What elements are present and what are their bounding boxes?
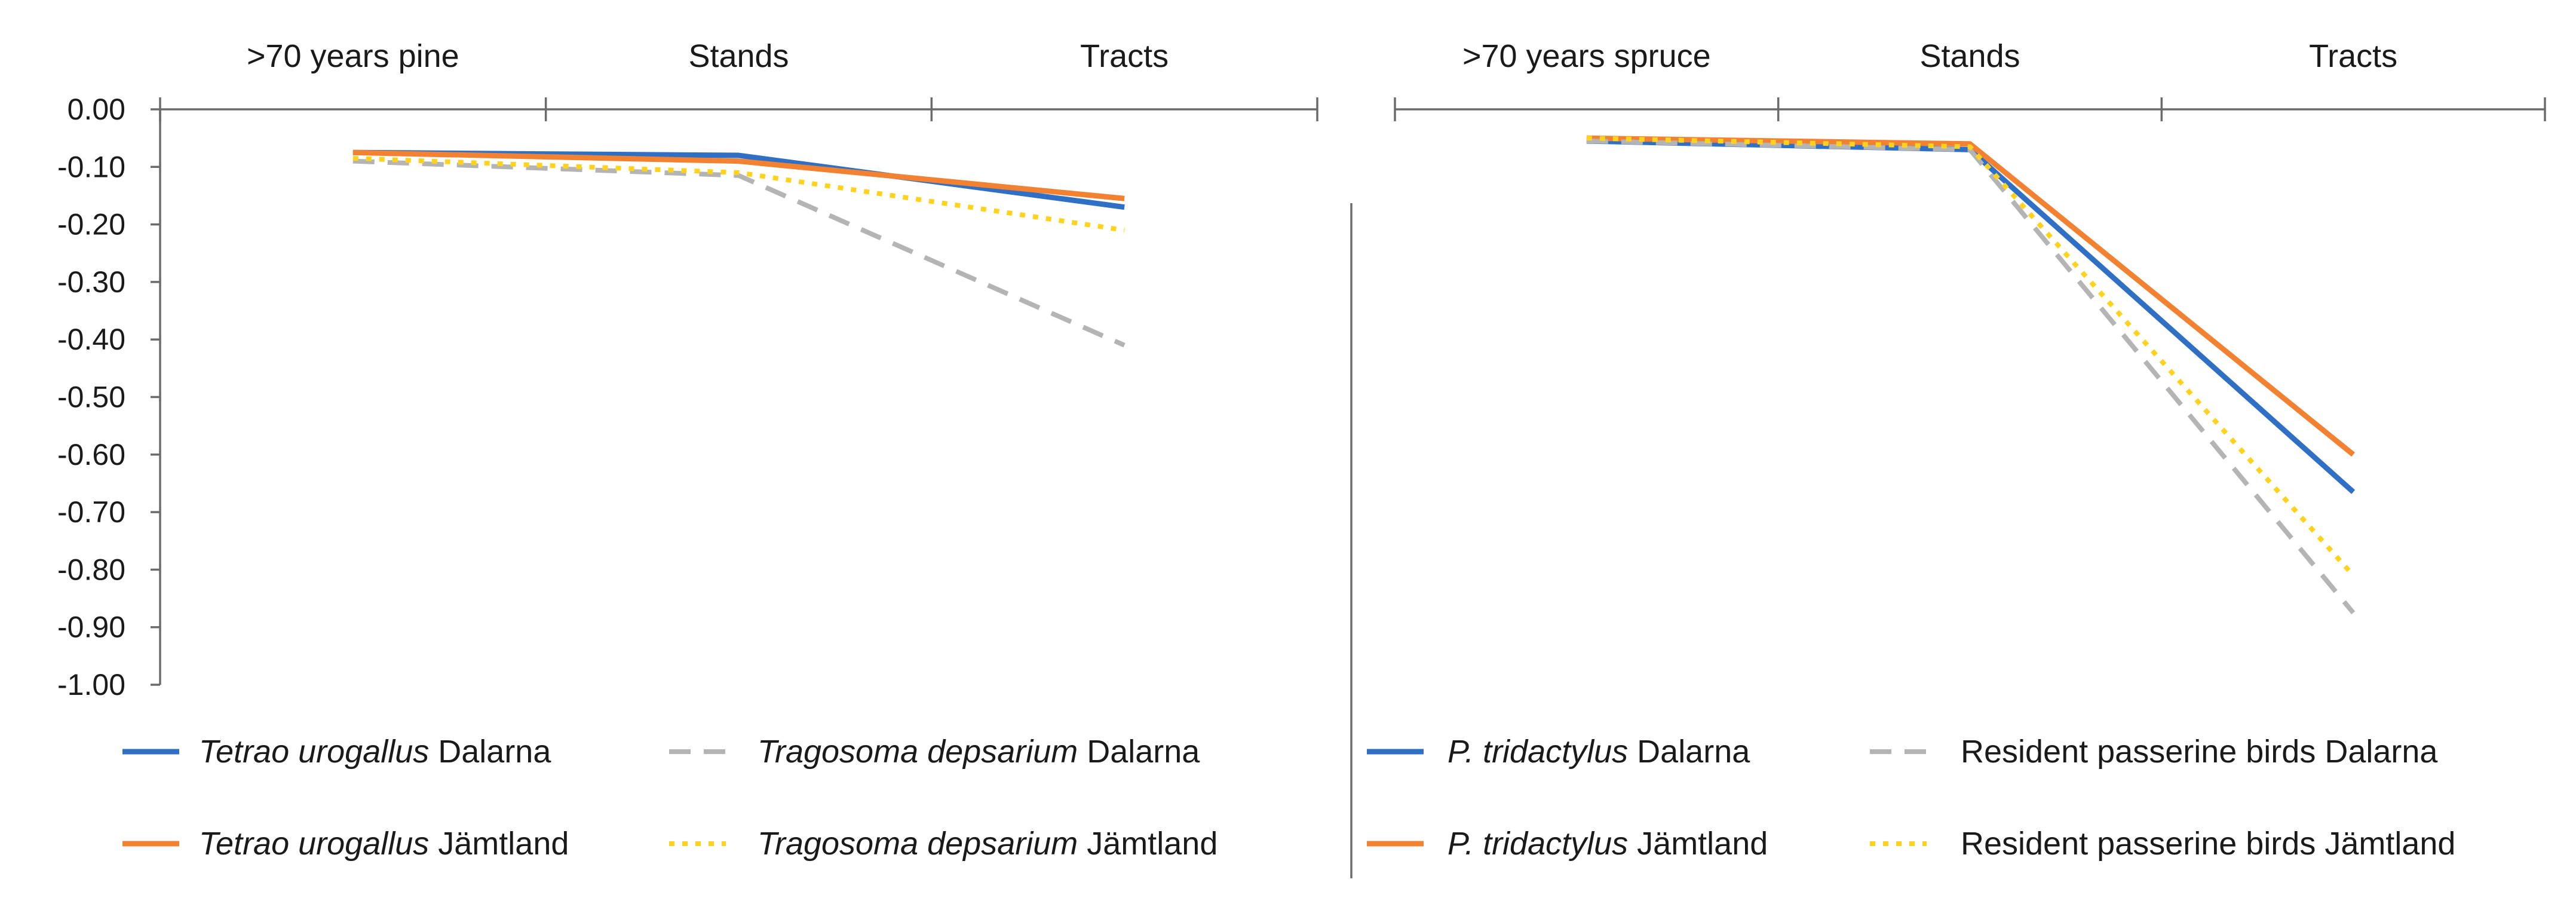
y-tick-label: -0.10 xyxy=(57,150,125,183)
legend-item: P. tridactylus Jämtland xyxy=(1367,826,1768,862)
series-line-right-0 xyxy=(1586,138,2356,494)
legend-item: Tragosoma depsarium Dalarna xyxy=(669,734,1200,770)
y-tick-label: -0.80 xyxy=(57,553,125,586)
legend-label: P. tridactylus Dalarna xyxy=(1448,734,1750,770)
category-label: Stands xyxy=(1919,38,2020,74)
chart-panel-right: >70 years spruce Stands Tracts xyxy=(1394,38,2546,615)
legend-item: Resident passerine birds Jämtland xyxy=(1870,826,2455,862)
y-tick-label: -0.70 xyxy=(57,495,125,529)
legend-label: Tragosoma depsarium Dalarna xyxy=(758,734,1200,770)
category-label: Stands xyxy=(688,38,789,74)
category-label: >70 years spruce xyxy=(1462,38,1711,74)
legend-label: Tetrao urogallus Jämtland xyxy=(199,826,569,862)
series-line-left-2 xyxy=(352,158,1126,348)
legend-label: Resident passerine birds Jämtland xyxy=(1961,826,2455,862)
category-label: Tracts xyxy=(2309,38,2397,74)
category-label: >70 years pine xyxy=(247,38,459,74)
series-line-right-2 xyxy=(1586,138,2356,615)
legend-label: Tragosoma depsarium Jämtland xyxy=(758,826,1218,862)
y-tick-label: 0.00 xyxy=(68,93,125,126)
y-tick-label: -0.40 xyxy=(57,323,125,356)
series-line-right-1 xyxy=(1586,135,2356,457)
category-label: Tracts xyxy=(1080,38,1169,74)
legend-item: P. tridactylus Dalarna xyxy=(1367,734,1750,770)
series-line-right-3 xyxy=(1586,136,2356,577)
legend-label: Resident passerine birds Dalarna xyxy=(1961,734,2438,770)
series-line-left-3 xyxy=(352,155,1125,233)
y-tick-label: -0.30 xyxy=(57,265,125,299)
y-tick-label: -0.60 xyxy=(57,438,125,471)
legend-label: P. tridactylus Jämtland xyxy=(1448,826,1768,862)
legend-item: Tetrao urogallus Jämtland xyxy=(122,826,569,862)
legend-item: Tragosoma depsarium Jämtland xyxy=(669,826,1218,862)
plot-area: >70 years pine Stands Tracts 0.00 -0.10 -0.20… xyxy=(57,38,2546,701)
legend-item: Tetrao urogallus Dalarna xyxy=(122,734,551,770)
legend-label: Tetrao urogallus Dalarna xyxy=(199,734,551,770)
y-tick-label: -0.50 xyxy=(57,381,125,414)
y-tick-label: -0.20 xyxy=(57,208,125,241)
y-tick-label: -1.00 xyxy=(57,668,125,701)
chart-panel-left: >70 years pine Stands Tracts 0.00 -0.10 -0.20… xyxy=(57,38,1318,701)
series-line-left-1 xyxy=(352,149,1125,201)
y-tick-label: -0.90 xyxy=(57,611,125,644)
legend: Tetrao urogallus Dalarna Tragosoma depsar… xyxy=(122,734,2455,862)
legend-item: Resident passerine birds Dalarna xyxy=(1870,734,2438,770)
